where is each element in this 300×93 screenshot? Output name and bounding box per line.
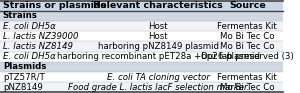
- Bar: [0, 72, 283, 82]
- Bar: [0, 11, 283, 21]
- Text: Our lab preserved (3): Our lab preserved (3): [201, 52, 294, 61]
- Bar: [0, 1, 283, 11]
- Text: Host: Host: [148, 32, 168, 41]
- Text: harboring pNZ8149 plasmid: harboring pNZ8149 plasmid: [98, 42, 219, 51]
- Text: E. coli DH5α: E. coli DH5α: [3, 52, 56, 61]
- Bar: [0, 82, 283, 92]
- Bar: [0, 62, 283, 72]
- Text: pTZ57R/T: pTZ57R/T: [3, 73, 45, 82]
- Text: harboring recombinant pET28a +bp26 plasmid: harboring recombinant pET28a +bp26 plasm…: [57, 52, 260, 61]
- Text: L. lactis NZ8149: L. lactis NZ8149: [3, 42, 73, 51]
- Bar: [0, 21, 283, 31]
- Text: Fermentas Kit: Fermentas Kit: [218, 73, 277, 82]
- Text: Source: Source: [229, 1, 266, 10]
- Text: Host: Host: [148, 22, 168, 31]
- Text: Fermentas Kit: Fermentas Kit: [218, 22, 277, 31]
- Text: Food grade L. lactis lacF selection marker.: Food grade L. lactis lacF selection mark…: [68, 83, 249, 92]
- Text: Strains: Strains: [3, 11, 38, 20]
- Text: Relevant characteristics: Relevant characteristics: [93, 1, 223, 10]
- Text: E. coli TA cloning vector: E. coli TA cloning vector: [107, 73, 210, 82]
- Bar: [0, 52, 283, 62]
- Text: Mo Bi Tec Co: Mo Bi Tec Co: [220, 42, 274, 51]
- Text: Strains or plasmids: Strains or plasmids: [3, 1, 106, 10]
- Text: pNZ8149: pNZ8149: [3, 83, 43, 92]
- Text: L. lactis NZ39000: L. lactis NZ39000: [3, 32, 78, 41]
- Bar: [0, 31, 283, 41]
- Text: Mo Bi Tec Co: Mo Bi Tec Co: [220, 32, 274, 41]
- Text: E. coli DH5α: E. coli DH5α: [3, 22, 56, 31]
- Text: Plasmids: Plasmids: [3, 62, 46, 71]
- Bar: [0, 41, 283, 52]
- Text: Mo Bi Tec Co: Mo Bi Tec Co: [220, 83, 274, 92]
